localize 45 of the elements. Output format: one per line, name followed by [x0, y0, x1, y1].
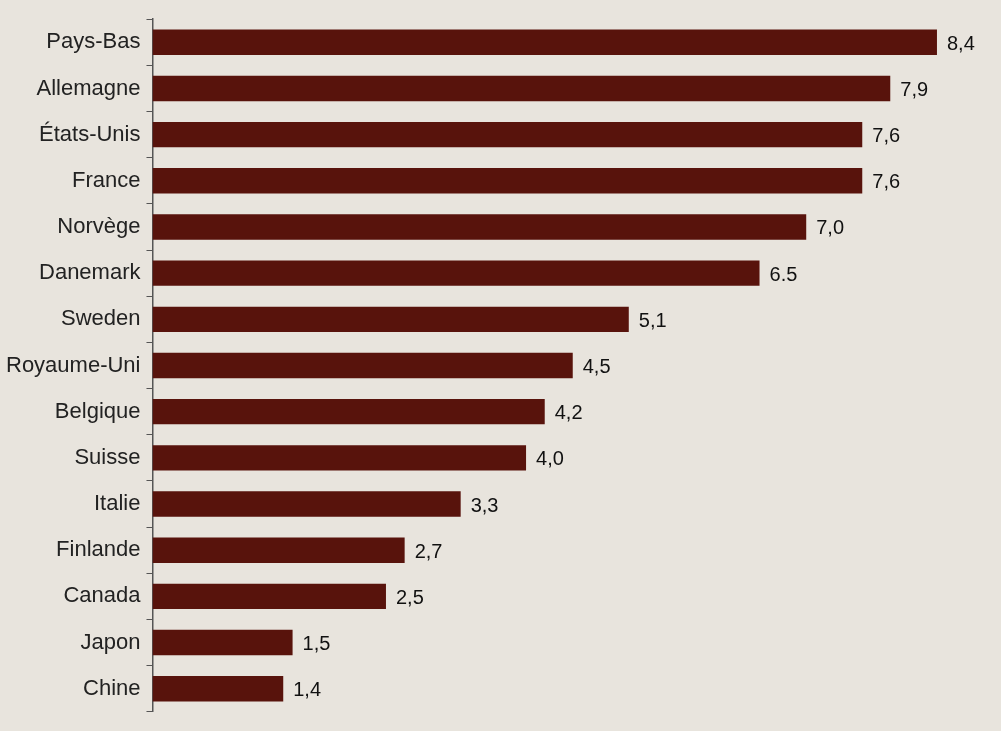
bar: [152, 214, 807, 240]
data-label: 2,7: [414, 539, 443, 562]
data-label: 5,1: [638, 308, 667, 331]
data-label: 2,5: [395, 585, 424, 608]
y-tick-label: Italie: [94, 490, 141, 516]
bar: [152, 352, 573, 379]
y-tick-label: Suisse: [74, 443, 141, 469]
bar: [152, 629, 293, 656]
data-label: 7,6: [872, 170, 901, 193]
bar: [152, 398, 545, 425]
data-label: 7,0: [816, 216, 845, 239]
y-tick-label: Finlande: [56, 536, 141, 562]
bar: [152, 306, 629, 333]
bar: [152, 29, 937, 55]
bar: [152, 445, 527, 471]
data-label: 4,2: [554, 401, 583, 424]
bar: [152, 537, 405, 563]
y-tick-label: Belgique: [54, 397, 141, 423]
bar: [152, 121, 863, 148]
y-tick-label: Norvège: [57, 213, 141, 239]
data-label: 7,6: [872, 124, 901, 147]
y-tick-label: Pays-Bas: [46, 28, 141, 54]
y-tick-label: Royaume-Uni: [5, 351, 141, 377]
data-label: 1,5: [302, 632, 331, 655]
bar: [152, 260, 760, 286]
y-tick-label: Sweden: [60, 305, 141, 331]
data-label: 6.5: [769, 262, 798, 285]
data-label: 8,4: [946, 31, 975, 54]
bar: [152, 676, 284, 702]
bar: [152, 491, 461, 517]
y-tick-label: États-Unis: [39, 120, 141, 146]
data-label: 4,5: [582, 355, 611, 378]
data-label: 1,4: [293, 678, 322, 701]
y-tick-label: Canada: [63, 582, 142, 608]
y-tick-label: Allemagne: [36, 74, 141, 100]
y-tick-label: Danemark: [39, 259, 142, 285]
data-label: 4,0: [536, 447, 564, 470]
data-label: 7,9: [900, 77, 929, 100]
bar: [152, 583, 386, 610]
y-tick-label: France: [72, 166, 141, 192]
y-tick-label: Chine: [83, 674, 141, 700]
bar: [152, 168, 863, 194]
y-tick-label: Japon: [80, 628, 141, 654]
data-label: 3,3: [470, 493, 499, 516]
bar: [152, 75, 891, 102]
